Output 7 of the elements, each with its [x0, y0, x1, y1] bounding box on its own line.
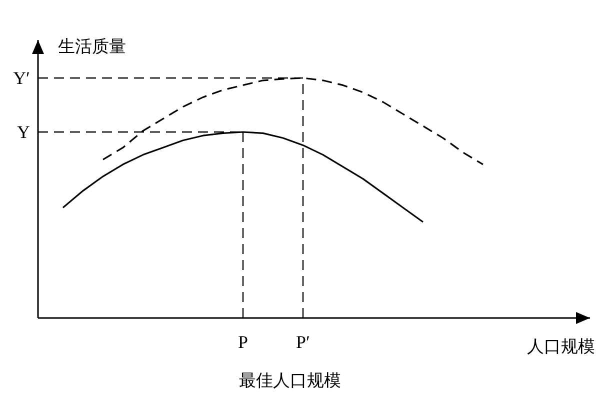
x-tick-label: P	[238, 332, 248, 352]
x-tick-label: P′	[296, 332, 310, 352]
ref-line-label: Y	[17, 122, 30, 142]
ref-line-label: Y′	[13, 68, 30, 88]
x-axis-title: 人口规模	[527, 337, 595, 356]
y-axis-title: 生活质量	[58, 37, 126, 56]
text: 最佳人口规模	[239, 371, 341, 390]
